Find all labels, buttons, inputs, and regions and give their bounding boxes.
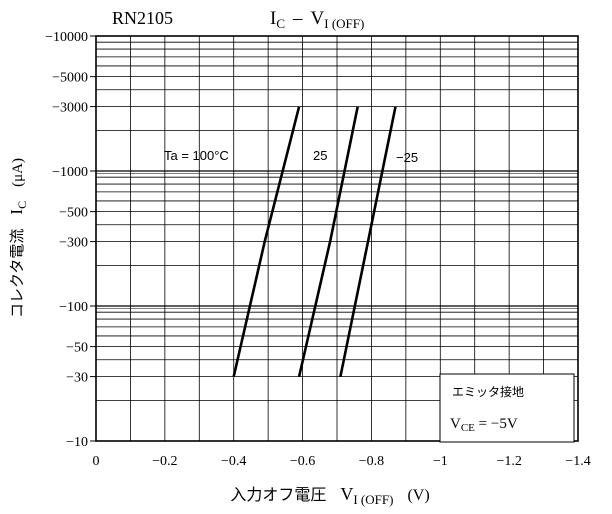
svg-text:コレクタ電流IC(μA): コレクタ電流 IC (μA) [7,158,29,318]
y-tick-label: −50 [66,341,88,356]
curve-100c [232,106,301,377]
y-tick-label: −10000 [45,30,88,45]
y-tick-label: −500 [59,206,88,221]
plot-frame [95,35,579,442]
x-tick-label: −1.2 [496,454,521,469]
x-tick-label: −0.6 [290,454,315,469]
y-tick-label: −5000 [52,71,88,86]
condition-box [439,373,575,443]
y-tick-label: −1000 [52,165,88,180]
device-name: RN2105 [112,8,173,28]
curve-minus25 [339,106,397,377]
y-axis-unit: (μA) [10,158,26,187]
curve-25 [297,106,359,377]
y-tick-label: −10 [66,435,88,450]
series-label-25: 25 [313,148,327,163]
x-tick-label: −0.2 [152,454,177,469]
x-axis-label: 入力オフ電圧 VI (OFF) (V) [230,484,429,507]
x-tick-label: 0 [93,454,100,469]
y-axis-label: コレクタ電流 IC (μA) [7,158,29,318]
condition-line-1: エミッタ接地 [452,384,524,399]
x-axis-label-sub: I (OFF) [353,492,393,507]
x-axis-label-var: V [340,484,353,504]
x-tick-label: −1.4 [565,454,590,469]
y-tick-label: −3000 [52,101,88,116]
x-tick-label: −0.4 [221,454,246,469]
y-tick-label: −100 [59,300,88,315]
x-tick-label: −1 [433,454,448,469]
x-tick-labels: 0 −0.2 −0.4 −0.6 −0.8 −1 −1.2 −1.4 [93,454,591,469]
x-axis-label-jp: 入力オフ電圧 [230,486,326,504]
x-axis-unit: (V) [407,487,429,504]
y-axis-label-var: I [7,209,26,215]
y-tick-labels: −10000 −5000 −3000 −1000 −500 −300 −100 −50 −30 −… [45,30,96,450]
series-label-minus25: −25 [396,150,418,165]
series-label-100c: Ta = 100°C [164,148,229,163]
chart-title: IC – VI (OFF) [270,8,364,31]
condition-line-2: VCE = −5V [450,416,518,434]
y-tick-label: −300 [59,236,88,251]
y-axis-label-jp: コレクタ電流 [9,229,26,318]
x-tick-label: −0.8 [359,454,384,469]
curves [232,106,397,377]
y-tick-label: −30 [66,371,88,386]
y-axis-label-sub: C [15,201,29,209]
